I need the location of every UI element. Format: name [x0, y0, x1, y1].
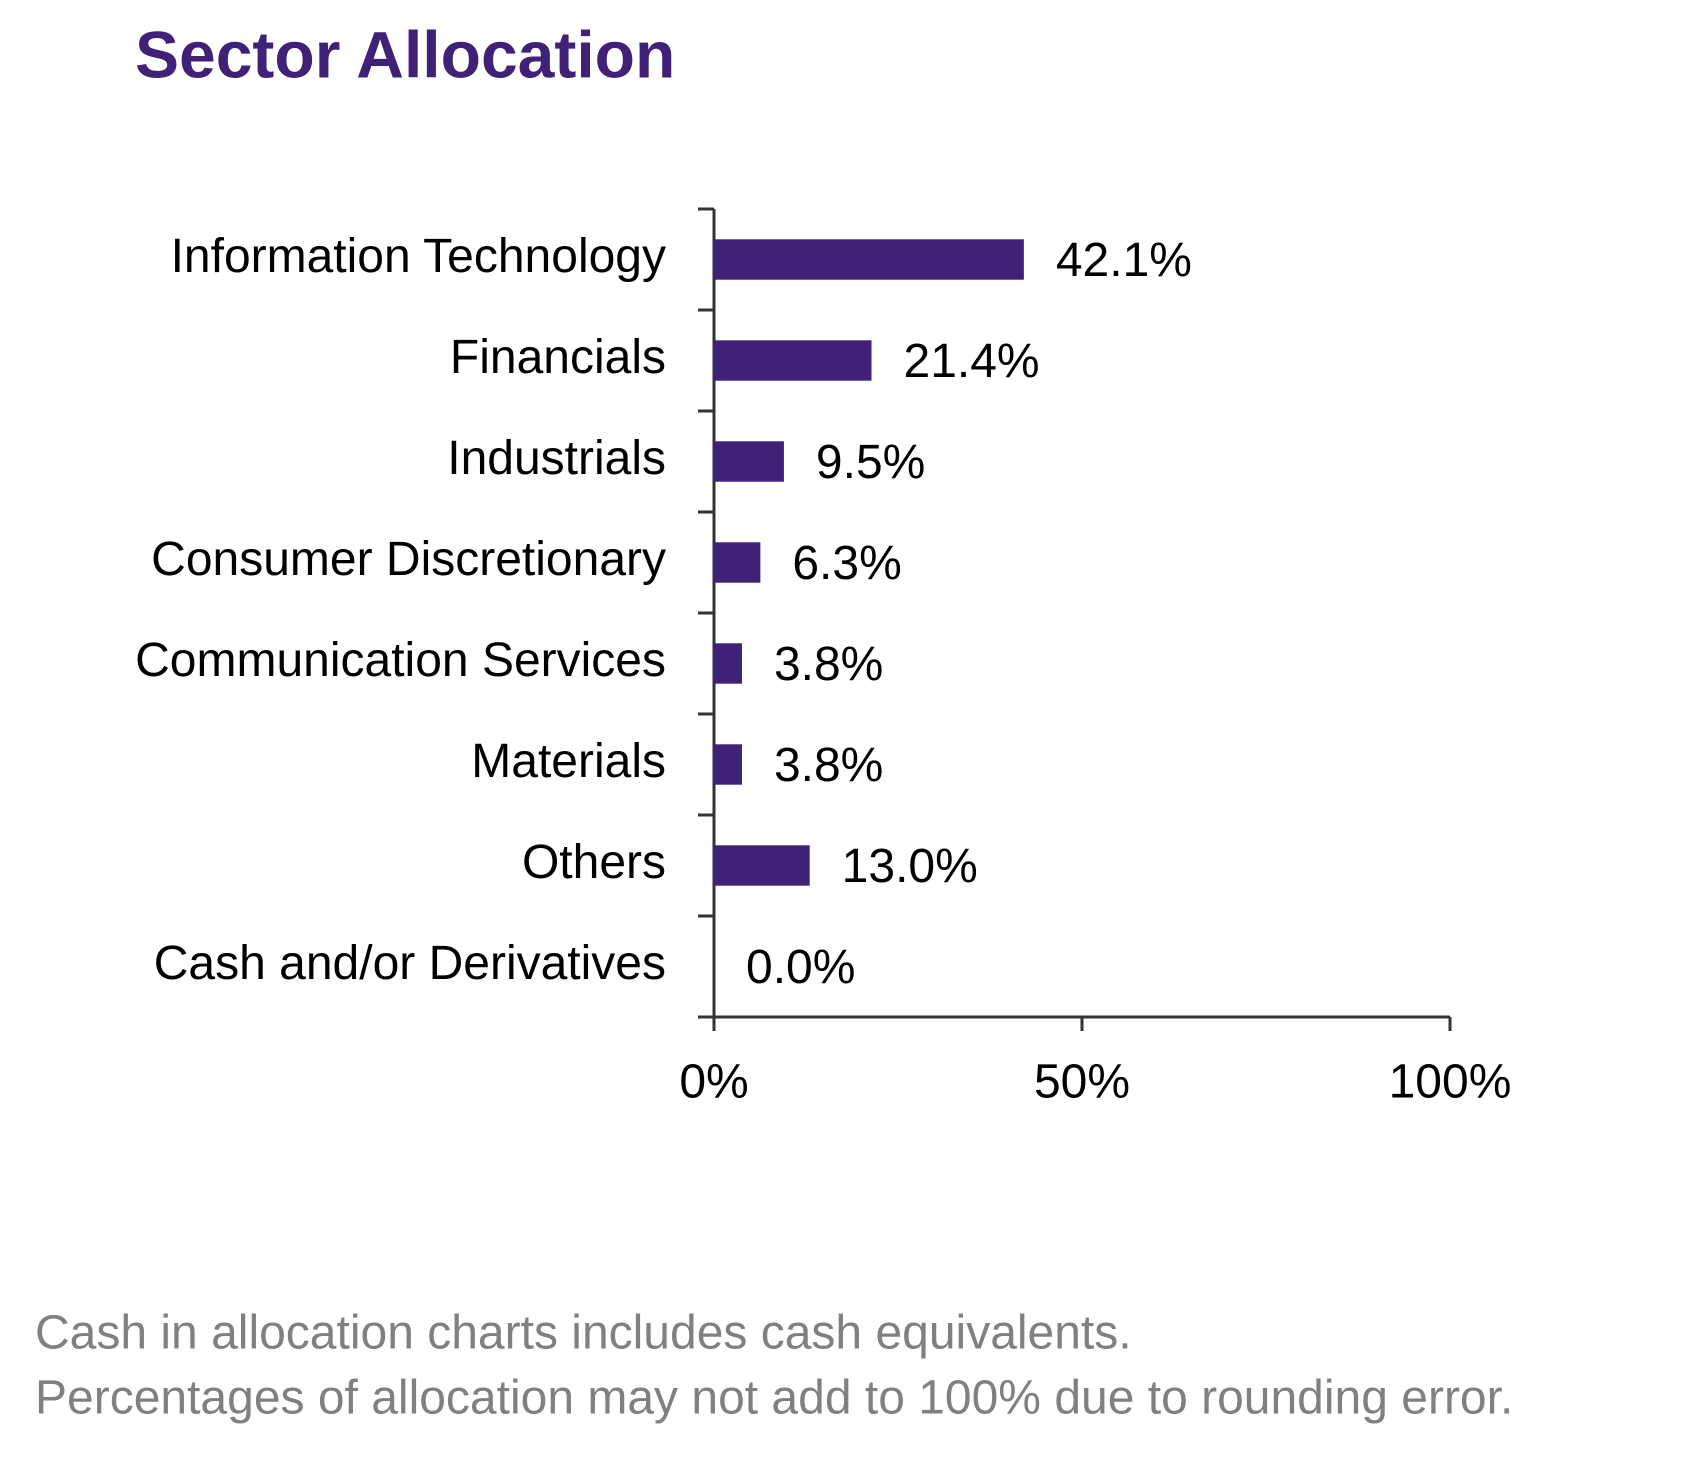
- value-label: 42.1%: [1056, 234, 1192, 287]
- value-label: 13.0%: [842, 840, 978, 893]
- category-label: Industrials: [447, 432, 666, 485]
- value-label: 3.8%: [774, 638, 883, 691]
- bar: [714, 239, 1024, 280]
- bar: [714, 744, 742, 785]
- value-label: 9.5%: [816, 436, 925, 489]
- category-label: Materials: [471, 735, 666, 788]
- chart-title: Sector Allocation: [135, 17, 675, 91]
- note: Cash in allocation charts includes cash …: [35, 1307, 1132, 1360]
- category-label: Financials: [450, 331, 666, 384]
- bar: [714, 340, 872, 381]
- value-label: 0.0%: [746, 941, 855, 994]
- category-label: Others: [522, 836, 666, 889]
- value-label: 3.8%: [774, 739, 883, 792]
- bar: [714, 441, 784, 482]
- category-label: Cash and/or Derivatives: [154, 937, 666, 990]
- bar: [714, 542, 761, 583]
- category-label: Consumer Discretionary: [151, 533, 666, 586]
- x-tick-label: 50%: [1034, 1056, 1130, 1109]
- bar: [714, 845, 810, 886]
- value-label: 6.3%: [792, 537, 901, 590]
- x-tick-label: 0%: [679, 1056, 748, 1109]
- x-tick-label: 100%: [1389, 1056, 1512, 1109]
- bar: [714, 643, 742, 684]
- category-label: Information Technology: [171, 230, 666, 283]
- value-label: 21.4%: [904, 335, 1040, 388]
- note: Percentages of allocation may not add to…: [35, 1372, 1513, 1425]
- category-label: Communication Services: [135, 634, 666, 687]
